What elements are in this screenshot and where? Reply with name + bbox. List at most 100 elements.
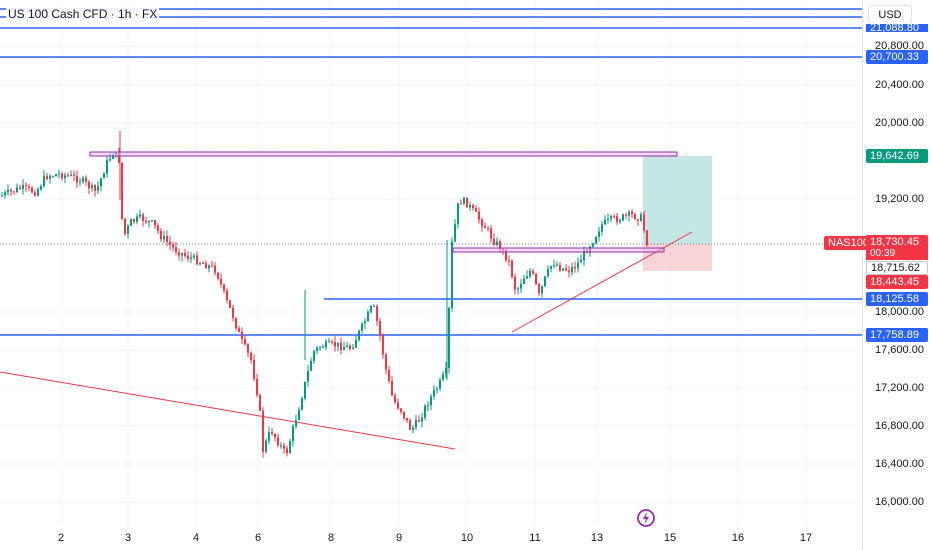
candle-body <box>643 214 645 231</box>
candle-body <box>511 260 513 277</box>
candle-body <box>559 265 561 271</box>
candle-body <box>268 432 270 441</box>
candle-body <box>421 417 423 422</box>
chart-grid <box>0 0 862 525</box>
candle-body <box>433 389 435 397</box>
candle-body <box>592 243 594 247</box>
tradingview-logo-icon[interactable] <box>636 508 656 528</box>
candle-body <box>181 253 183 256</box>
candle-body <box>70 174 72 176</box>
candle-body <box>352 347 354 349</box>
trendline-up[interactable] <box>511 231 693 333</box>
candle-body <box>13 191 15 193</box>
candle-body <box>280 445 282 447</box>
candle-body <box>514 276 516 290</box>
bar-countdown: 00:39 <box>866 248 928 260</box>
candle-body <box>574 266 576 269</box>
candle-body <box>262 410 264 452</box>
price-tag-20700: 20,700.33 <box>866 50 928 64</box>
candle-body <box>628 211 630 216</box>
candle-body <box>478 211 480 220</box>
candle-body <box>640 214 642 221</box>
candle-body <box>505 249 507 261</box>
x-tick: 10 <box>460 532 474 544</box>
candle-body <box>415 419 417 428</box>
candle-body <box>376 306 378 321</box>
trendline-down[interactable] <box>0 371 456 450</box>
candle-body <box>313 350 315 361</box>
candle-body <box>100 178 102 187</box>
candle-body <box>76 176 78 183</box>
candle-body <box>532 270 534 274</box>
x-tick: 16 <box>731 532 745 544</box>
candle-body <box>229 300 231 308</box>
candle-body <box>88 181 90 189</box>
chart-title: US 100 Cash CFD · 1h · FX <box>6 6 160 22</box>
target-zone[interactable] <box>643 156 712 244</box>
candle-body <box>361 323 363 331</box>
candle-body <box>370 306 372 312</box>
price-chart[interactable] <box>0 0 862 550</box>
candle-body <box>310 360 312 371</box>
candle-body <box>43 175 45 187</box>
currency-button[interactable]: USD <box>868 5 912 25</box>
candle-body <box>424 405 426 418</box>
candle-body <box>445 367 447 375</box>
candle-body <box>130 219 132 226</box>
candle-body <box>379 320 381 336</box>
candle-body <box>19 187 21 189</box>
price-tag-target: 19,642.69 <box>866 149 928 163</box>
candle-body <box>274 433 276 438</box>
candle-body <box>382 335 384 355</box>
candle-body <box>343 347 345 350</box>
support-rect[interactable] <box>452 247 665 253</box>
candle-body <box>235 317 237 329</box>
candle-body <box>136 216 138 222</box>
candle-body <box>346 345 348 348</box>
candle-body <box>25 184 27 187</box>
candle-body <box>205 263 207 269</box>
candle-body <box>91 184 93 189</box>
candle-body <box>10 189 12 192</box>
candle-body <box>103 173 105 179</box>
candle-body <box>544 276 546 287</box>
x-tick: 2 <box>57 532 65 544</box>
candle-body <box>82 177 84 182</box>
candle-body <box>166 235 168 242</box>
price-tag-18125: 18,125.58 <box>866 292 928 306</box>
candle-body <box>412 427 414 430</box>
candle-body <box>241 331 243 340</box>
candle-body <box>322 347 324 349</box>
resistance-rect[interactable] <box>89 151 678 157</box>
candle-body <box>565 268 567 271</box>
candle-body <box>157 225 159 232</box>
candle-body <box>526 276 528 279</box>
candle-body <box>553 265 555 267</box>
x-tick: 8 <box>327 532 335 544</box>
candle-body <box>598 231 600 237</box>
candle-body <box>409 420 411 430</box>
candle-body <box>469 205 471 208</box>
candle-body <box>367 311 369 322</box>
candle-body <box>61 173 63 178</box>
y-tick: 16,000.00 <box>875 496 924 508</box>
candle-body <box>364 321 366 324</box>
price-tag-last: 18,730.45 <box>866 235 928 249</box>
candle-body <box>442 374 444 380</box>
candle-body <box>109 158 111 161</box>
x-tick: 4 <box>192 532 200 544</box>
candle-body <box>328 341 330 343</box>
candle-body <box>535 273 537 285</box>
candle-body <box>193 255 195 258</box>
candle-body <box>196 255 198 265</box>
candle-body <box>154 220 156 226</box>
candle-body <box>454 224 456 242</box>
candle-body <box>622 214 624 221</box>
symbol-tag: NAS100 <box>824 236 873 250</box>
candle-body <box>400 408 402 412</box>
candle-body <box>595 236 597 244</box>
candle-body <box>232 307 234 318</box>
candle-body <box>331 341 333 343</box>
candle-body <box>94 184 96 191</box>
candle-body <box>97 186 99 191</box>
